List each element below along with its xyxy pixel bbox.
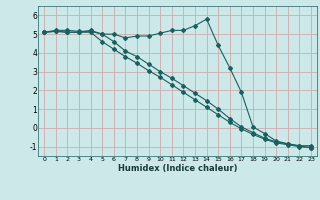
X-axis label: Humidex (Indice chaleur): Humidex (Indice chaleur) xyxy=(118,164,237,173)
